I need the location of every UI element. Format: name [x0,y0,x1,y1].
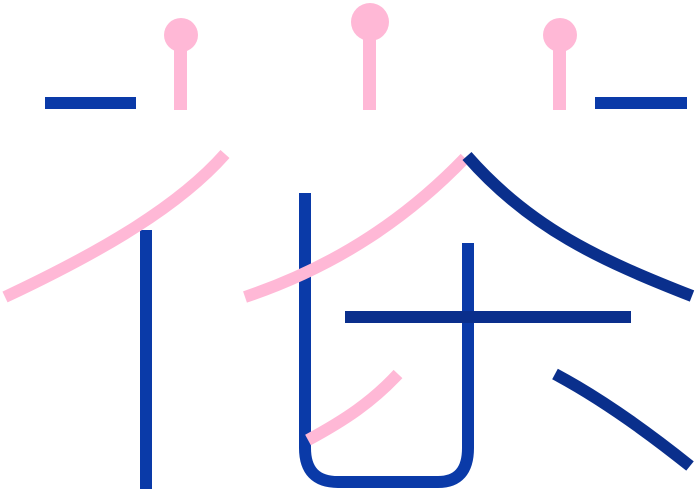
pin-center-icon [351,3,389,110]
left-vertical-stroke [140,230,152,489]
center-vertical-hook-stroke [299,193,474,488]
right-diagonal-stroke [462,152,695,302]
top-pins [164,3,577,110]
lower-pink-diagonal-stroke [305,369,403,446]
pin-right-icon [543,18,577,110]
right-horizontal-stroke [595,97,687,109]
left-diagonal-stroke [2,150,230,303]
pin-left-icon [164,18,198,110]
left-horizontal-stroke [45,97,136,109]
center-diagonal-stroke [243,153,470,303]
long-horizontal-stroke [345,311,631,323]
lower-right-diagonal-stroke [552,368,694,471]
